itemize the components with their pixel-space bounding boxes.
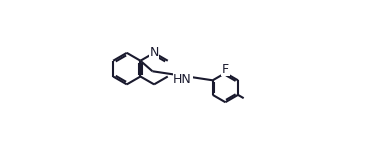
Text: N: N	[149, 46, 159, 59]
Text: F: F	[222, 63, 229, 76]
Text: HN: HN	[173, 73, 192, 86]
